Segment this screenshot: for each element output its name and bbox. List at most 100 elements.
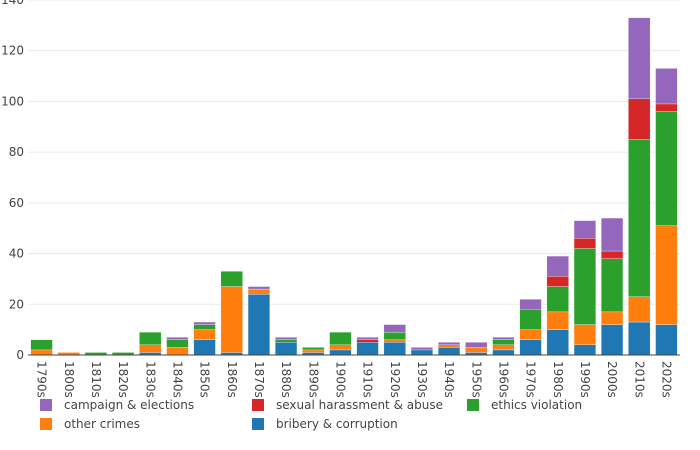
bar-segment [356, 339, 379, 343]
bar-segment [628, 139, 651, 297]
x-tick-label: 1880s [279, 361, 293, 398]
bar-segment [193, 339, 216, 356]
bar-segment [655, 324, 678, 356]
bar-segment [519, 339, 542, 356]
bar-segment [655, 111, 678, 226]
bar-segment [139, 332, 162, 346]
bar-segment [356, 337, 379, 340]
bar-segment [546, 329, 569, 356]
bar-segment [465, 342, 488, 348]
legend-swatch [40, 399, 52, 411]
bar-segment [655, 68, 678, 105]
bar-segment [573, 238, 596, 249]
bar-segment [492, 337, 515, 340]
bar-segment [220, 271, 243, 287]
y-tick-label: 100 [1, 94, 24, 108]
bar-segment [546, 255, 569, 277]
x-tick-label: 2020s [659, 361, 673, 398]
x-tick-label: 1840s [170, 361, 184, 398]
bar-segment [275, 339, 298, 343]
bar-segment [30, 339, 53, 351]
bar-segment [438, 347, 461, 356]
bar-segment [329, 332, 352, 346]
legend-label: bribery & corruption [276, 417, 398, 431]
bar-segment [410, 347, 433, 351]
x-tick-label: 1910s [361, 361, 375, 398]
legend-swatch [252, 399, 264, 411]
bar-segment [166, 347, 189, 356]
bar-segment [655, 225, 678, 325]
bar-segment [275, 342, 298, 356]
x-tick-label: 1790s [35, 361, 49, 398]
bar-segment [465, 347, 488, 353]
bar-segment [356, 342, 379, 356]
bar-segment [383, 339, 406, 343]
bar-segment [329, 349, 352, 356]
bar-segment [247, 286, 270, 290]
legend-label: other crimes [64, 417, 140, 431]
bar-segment [628, 296, 651, 323]
x-tick-label: 1890s [306, 361, 320, 398]
bar-segment [383, 342, 406, 356]
bar-segment [601, 311, 624, 325]
y-axis-ticks: 0 20 40 60 80 100 120 140 [1, 0, 24, 362]
y-tick-label: 0 [16, 348, 24, 362]
bar-segment [438, 342, 461, 346]
bar-segment [573, 344, 596, 356]
legend-swatch [252, 418, 264, 430]
bar-segment [573, 324, 596, 346]
bar-segment [166, 339, 189, 348]
x-tick-label: 1920s [388, 361, 402, 398]
gridlines [28, 0, 680, 305]
bar-segment [546, 276, 569, 287]
x-tick-label: 1870s [252, 361, 266, 398]
bar-segment [410, 349, 433, 356]
bar-segment [30, 349, 53, 356]
bar-segment [302, 347, 325, 351]
bar-segment [519, 309, 542, 330]
bar-segment [628, 321, 651, 356]
y-tick-label: 20 [9, 297, 24, 311]
x-axis-ticks: 1790s 1800s 1810s 1820s 1830s 1840s 1850s 1860s… [35, 361, 674, 398]
legend-swatch [40, 418, 52, 430]
bar-segment [492, 344, 515, 351]
bar-segment [573, 220, 596, 239]
x-tick-label: 1860s [225, 361, 239, 398]
bar-segment [628, 17, 651, 100]
y-tick-label: 40 [9, 247, 24, 261]
x-tick-label: 1970s [524, 361, 538, 398]
bar-segment [601, 258, 624, 313]
bar-segment [247, 293, 270, 356]
bar-segment [383, 332, 406, 340]
x-tick-label: 1820s [116, 361, 130, 398]
bar-segment [573, 248, 596, 325]
bar-segment [166, 337, 189, 340]
legend: campaign & elections sexual harassment & … [40, 398, 582, 431]
x-tick-label: 1950s [469, 361, 483, 398]
bar-segment [302, 349, 325, 353]
x-tick-label: 2000s [605, 361, 619, 398]
x-tick-label: 2010s [632, 361, 646, 398]
x-tick-label: 1850s [198, 361, 212, 398]
y-tick-label: 140 [1, 0, 24, 7]
bar-segment [546, 286, 569, 313]
bar-segment [546, 311, 569, 330]
bar-segment [193, 324, 216, 330]
legend-label: sexual harassment & abuse [276, 398, 443, 412]
bar-segment [492, 339, 515, 346]
x-tick-label: 1900s [333, 361, 347, 398]
bar-segment [601, 217, 624, 252]
y-tick-label: 80 [9, 145, 24, 159]
x-tick-label: 1960s [496, 361, 510, 398]
bar-segment [275, 337, 298, 340]
bar-segment [519, 329, 542, 340]
bar-segment [383, 324, 406, 333]
legend-label: campaign & elections [64, 398, 194, 412]
bar-segment [247, 288, 270, 295]
x-tick-label: 1810s [89, 361, 103, 398]
bar-segment [601, 250, 624, 259]
bar-segment [628, 98, 651, 140]
bar-segment [193, 329, 216, 340]
bar-segment [601, 324, 624, 356]
